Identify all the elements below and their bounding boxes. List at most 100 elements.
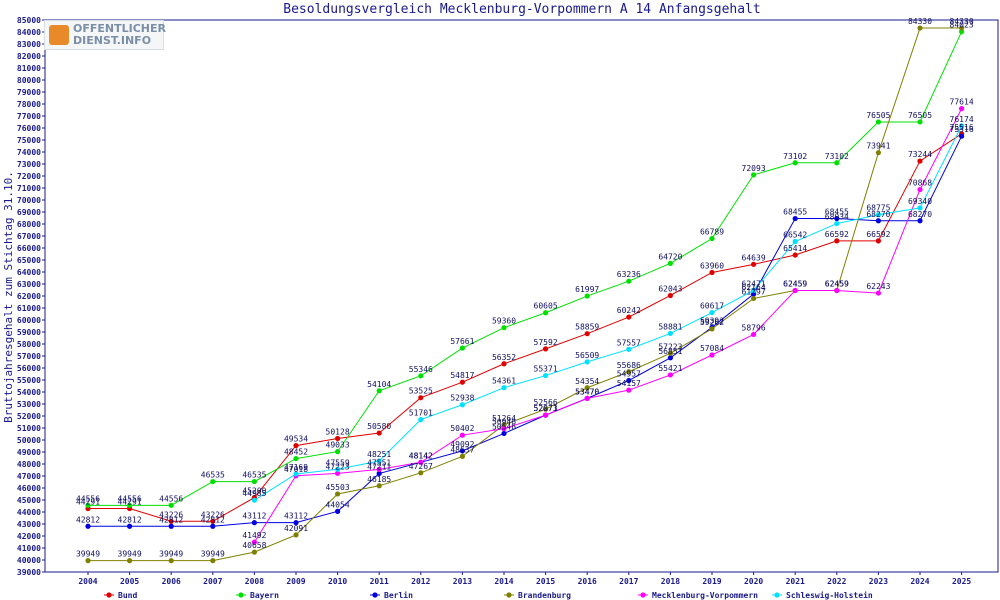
data-point-brandenburg	[709, 326, 715, 332]
data-point-berlin	[626, 377, 632, 384]
data-point-bayern	[501, 325, 507, 331]
data-point-schleswig-holstein	[792, 238, 798, 245]
data-label-mecklenburg-vorpommern: 62459	[783, 279, 807, 288]
x-tick-label: 2007	[203, 577, 222, 586]
data-point-bund	[459, 379, 465, 385]
data-label-schleswig-holstein: 57557	[617, 338, 641, 347]
legend-label: Bund	[118, 591, 137, 600]
data-point-bayern	[584, 293, 590, 299]
data-point-bayern	[834, 160, 840, 166]
data-point-berlin	[459, 448, 465, 454]
data-point-bayern	[792, 160, 798, 166]
data-point-berlin	[335, 508, 341, 514]
data-label-bayern: 44556	[76, 494, 100, 503]
data-label-mecklenburg-vorpommern: 50946	[492, 418, 516, 427]
data-point-bayern	[667, 260, 674, 266]
data-label-brandenburg: 84330	[950, 17, 974, 26]
legend-marker	[372, 592, 378, 598]
data-point-brandenburg	[459, 453, 465, 459]
data-label-berlin: 49092	[450, 440, 474, 449]
data-label-schleswig-holstein: 48251	[367, 450, 391, 459]
data-point-bund	[376, 430, 382, 436]
y-tick-label: 68000	[17, 220, 41, 229]
data-labels: 44291 44291 43226 43226 45200 49534 50128 50580…	[76, 17, 974, 559]
data-point-berlin	[168, 523, 174, 529]
data-point-schleswig-holstein	[584, 359, 590, 365]
data-point-bayern	[959, 29, 965, 35]
x-tick-label: 2006	[162, 577, 181, 586]
logo-line-1: OFFENTLICHER	[73, 22, 166, 35]
y-tick-label: 60000	[17, 316, 41, 325]
data-label-schleswig-holstein: 52938	[450, 394, 474, 403]
y-tick-label: 72000	[17, 172, 41, 181]
data-label-bund: 50580	[367, 422, 391, 431]
data-label-bayern: 49033	[326, 441, 350, 450]
data-label-brandenburg: 62459	[825, 279, 849, 288]
data-label-berlin: 68455	[825, 208, 849, 217]
data-point-bund	[584, 331, 590, 337]
x-tick-label: 2014	[494, 577, 513, 586]
legend-marker	[506, 592, 512, 598]
data-label-mecklenburg-vorpommern: 52071	[534, 404, 558, 413]
legend-label: Berlin	[384, 590, 413, 600]
y-tick-label: 48000	[17, 460, 41, 469]
data-point-schleswig-holstein	[501, 385, 507, 391]
data-point-brandenburg	[584, 385, 590, 391]
data-point-schleswig-holstein	[251, 497, 257, 503]
data-point-schleswig-holstein	[418, 416, 424, 423]
data-label-mecklenburg-vorpommern: 53470	[575, 387, 599, 396]
y-tick-label: 52000	[17, 412, 41, 421]
data-point-mecklenburg-vorpommern	[959, 106, 965, 112]
data-point-mecklenburg-vorpommern	[335, 470, 341, 476]
data-point-berlin	[376, 470, 382, 477]
x-tick-label: 2023	[869, 577, 888, 586]
data-label-schleswig-holstein: 47169	[284, 463, 308, 472]
chart-title: Besoldungsvergleich Mecklenburg-Vorpomme…	[283, 2, 760, 17]
data-point-mecklenburg-vorpommern	[418, 459, 424, 465]
y-tick-label: 42000	[17, 532, 41, 541]
data-label-brandenburg: 46185	[367, 475, 391, 484]
data-point-bund	[709, 269, 715, 276]
data-point-bayern	[418, 373, 424, 379]
data-label-schleswig-holstein: 76174	[950, 115, 974, 124]
data-point-mecklenburg-vorpommern	[251, 539, 257, 545]
data-point-mecklenburg-vorpommern	[459, 432, 465, 438]
data-label-brandenburg: 55686	[617, 361, 641, 370]
data-label-brandenburg: 40658	[242, 541, 266, 550]
data-point-brandenburg	[626, 369, 632, 375]
data-label-schleswig-holstein: 69340	[908, 197, 932, 206]
y-tick-label: 44000	[17, 508, 41, 517]
data-point-berlin	[875, 218, 882, 224]
y-tick-label: 62000	[17, 292, 41, 301]
data-label-bund: 66592	[825, 230, 849, 239]
legend-marker	[640, 592, 646, 598]
data-label-bayern: 57661	[450, 337, 474, 346]
y-tick-label: 54000	[17, 388, 41, 397]
y-tick-label: 53000	[17, 400, 41, 409]
data-label-schleswig-holstein: 60617	[700, 302, 724, 311]
data-label-bayern: 84023	[950, 21, 974, 30]
y-tick-label: 84000	[17, 28, 41, 37]
data-label-berlin: 42812	[201, 515, 225, 524]
data-point-bund	[501, 361, 507, 367]
data-point-bund	[667, 292, 674, 299]
y-tick-label: 47000	[17, 472, 41, 481]
x-tick-label: 2013	[453, 577, 472, 586]
data-label-bayern: 46535	[201, 471, 225, 480]
data-label-berlin: 42812	[118, 515, 142, 524]
y-tick-label: 82000	[17, 52, 41, 61]
data-label-mecklenburg-vorpommern: 70868	[908, 179, 932, 188]
y-tick-label: 64000	[17, 268, 41, 277]
data-label-berlin: 43112	[242, 512, 266, 521]
data-label-berlin: 50546	[492, 422, 516, 431]
series-line-schleswig-holstein	[254, 125, 963, 501]
data-point-bayern	[210, 478, 216, 485]
x-tick-label: 2024	[910, 577, 929, 586]
data-label-brandenburg: 84330	[908, 17, 932, 26]
data-point-brandenburg	[418, 470, 424, 476]
data-point-schleswig-holstein	[875, 212, 882, 218]
series-line-bund	[88, 133, 962, 522]
y-tick-label: 80000	[17, 76, 41, 85]
data-label-bund: 73244	[908, 150, 932, 159]
